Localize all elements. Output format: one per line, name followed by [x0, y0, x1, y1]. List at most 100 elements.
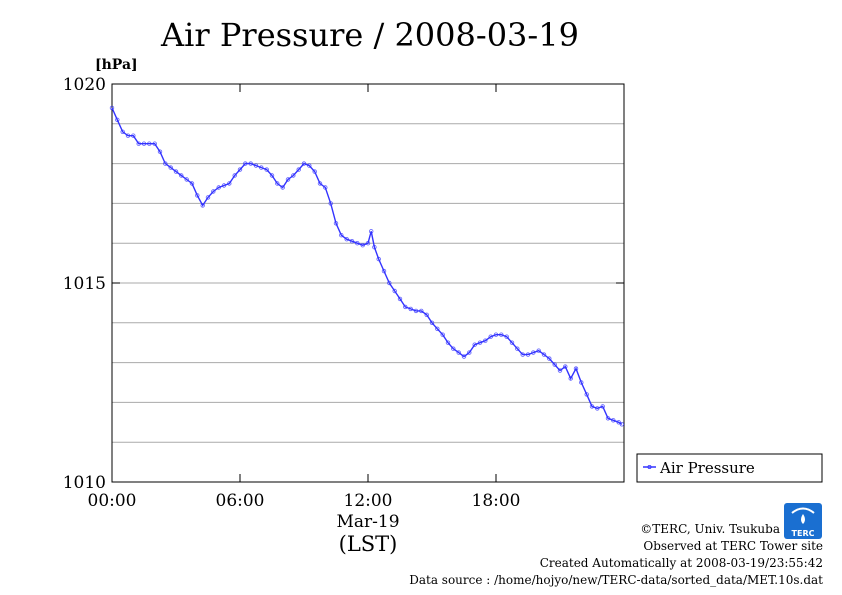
data-point-33	[285, 177, 291, 182]
data-point-24	[237, 167, 243, 172]
data-point-87	[568, 376, 573, 381]
data-point-91	[589, 404, 595, 409]
data-point-36	[301, 161, 307, 166]
x-date-label: Mar-19	[336, 512, 399, 532]
data-point-22	[227, 181, 232, 186]
data-point-13	[179, 173, 184, 178]
data-point-34	[291, 173, 296, 178]
copyright-text: ©TERC, Univ. Tsukuba	[640, 522, 780, 536]
legend-swatch-marker	[647, 464, 652, 469]
data-point-55	[397, 296, 403, 302]
data-point-71	[483, 338, 488, 343]
legend-label: Air Pressure	[659, 459, 755, 477]
data-point-76	[509, 340, 515, 345]
data-point-83	[547, 356, 552, 361]
data-point-92	[595, 406, 600, 411]
data-point-18	[205, 195, 211, 200]
data-source-text: Data source : /home/hojyo/new/TERC-data/…	[409, 573, 823, 587]
data-point-56	[403, 304, 408, 310]
data-point-74	[499, 332, 504, 337]
data-point-49	[369, 229, 374, 234]
data-point-77	[515, 346, 520, 351]
legend: Air Pressure	[636, 453, 823, 483]
y-tick-label-1015: 1015	[63, 274, 106, 294]
created-timestamp-text: Created Automatically at 2008-03-19/23:5…	[540, 556, 823, 570]
data-point-89	[579, 380, 584, 385]
data-point-88	[573, 366, 579, 371]
terc-logo: TERC	[784, 503, 822, 539]
x-tick-label-0: 00:00	[88, 491, 137, 511]
data-point-58	[413, 308, 419, 314]
data-point-78	[520, 352, 525, 357]
data-point-29	[264, 167, 269, 172]
data-point-53	[387, 280, 392, 286]
y-axis-unit-label: [hPa]	[95, 57, 138, 73]
data-point-72	[488, 334, 493, 339]
data-point-65	[451, 346, 456, 351]
data-point-38	[312, 169, 317, 174]
data-point-40	[323, 185, 328, 190]
data-point-96	[616, 420, 621, 425]
data-point-68	[467, 350, 472, 355]
data-point-12	[173, 169, 179, 174]
x-tick-label-6: 06:00	[216, 491, 265, 511]
data-point-90	[584, 392, 589, 397]
data-point-43	[339, 232, 344, 238]
data-point-32	[280, 185, 285, 190]
data-point-73	[493, 332, 499, 337]
data-point-15	[189, 181, 195, 186]
logo-drop-icon	[801, 514, 805, 524]
data-point-4	[131, 133, 136, 138]
data-point-86	[563, 364, 568, 369]
data-point-25	[243, 161, 248, 166]
chart-title: Air Pressure / 2008-03-19	[160, 16, 579, 54]
data-point-60	[424, 312, 429, 317]
data-point-3	[125, 133, 131, 138]
data-point-59	[419, 308, 424, 314]
data-point-39	[317, 181, 323, 186]
data-point-67	[461, 354, 467, 359]
data-point-27	[253, 163, 259, 168]
data-point-45	[349, 238, 355, 244]
data-point-80	[531, 350, 536, 355]
y-tick-label-1020: 1020	[63, 75, 106, 95]
data-point-26	[248, 161, 253, 166]
data-point-19	[211, 189, 216, 194]
logo-arc-icon	[791, 507, 815, 514]
data-point-44	[344, 236, 349, 242]
data-point-63	[440, 332, 445, 337]
data-point-10	[163, 161, 168, 166]
data-point-6	[141, 141, 147, 146]
data-point-81	[536, 348, 541, 353]
data-point-11	[168, 165, 173, 170]
data-point-37	[307, 163, 312, 168]
data-point-1	[115, 117, 120, 122]
data-point-2	[120, 129, 125, 134]
x-axis-ticks: 00:00 06:00 12:00 18:00	[88, 84, 521, 511]
data-point-42	[333, 221, 339, 226]
data-point-9	[157, 149, 163, 154]
data-point-54	[392, 288, 397, 294]
series-line-0	[111, 107, 623, 425]
data-point-5	[136, 141, 141, 146]
data-point-85	[557, 368, 563, 373]
x-axis-label: (LST)	[339, 532, 398, 556]
data-point-31	[275, 181, 280, 186]
data-point-14	[184, 177, 189, 182]
data-point-50	[372, 244, 377, 250]
data-point-84	[552, 362, 557, 367]
data-point-66	[456, 350, 461, 355]
data-point-51	[376, 256, 381, 262]
logo-text: TERC	[792, 529, 815, 538]
data-point-8	[152, 141, 157, 146]
data-point-95	[611, 418, 616, 423]
data-point-94	[605, 416, 611, 421]
data-point-93	[600, 404, 605, 409]
observed-site-text: Observed at TERC Tower site	[643, 539, 823, 553]
legend-box	[636, 453, 823, 483]
data-point-62	[435, 326, 440, 331]
data-point-47	[360, 242, 365, 248]
data-point-7	[147, 141, 152, 146]
data-point-79	[525, 352, 531, 357]
